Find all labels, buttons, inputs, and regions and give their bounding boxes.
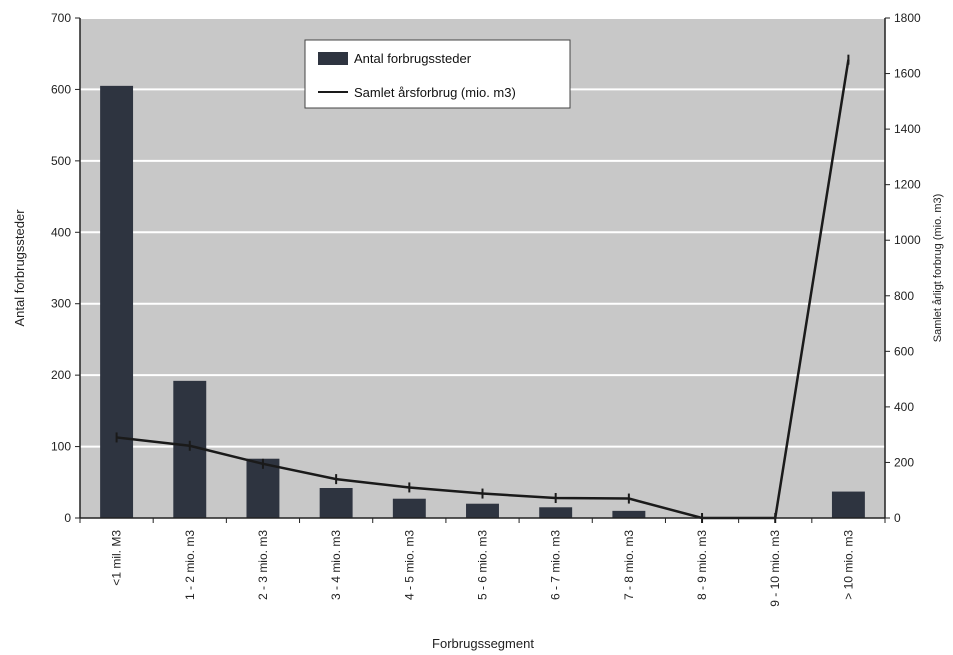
y2-tick-label: 200: [894, 455, 914, 469]
y-tick-label: 600: [51, 82, 71, 96]
x-tick-label: 7 - 8 mio. m3: [622, 530, 636, 600]
x-tick-label: 9 - 10 mio. m3: [768, 530, 782, 607]
x-tick-label: 3 - 4 mio. m3: [329, 530, 343, 600]
y2-tick-label: 1600: [894, 67, 921, 81]
legend-box: [304, 39, 571, 109]
y2-tick-label: 600: [894, 344, 914, 358]
bar-series: [100, 85, 865, 518]
legend-bar-swatch: [318, 52, 348, 65]
y2-tick-label: 1200: [894, 178, 921, 192]
y-axis-title: Antal forbrugssteder: [12, 209, 27, 327]
left-axis-ticks: 0 100 200 300 400 500 600 700: [51, 11, 71, 525]
y2-tick-label: 400: [894, 400, 914, 414]
bar-10: [831, 491, 865, 518]
x-tick-label: 4 - 5 mio. m3: [402, 530, 416, 600]
y-tick-label: 300: [51, 297, 71, 311]
y2-tick-label: 0: [894, 511, 901, 525]
y-tick-label: 500: [51, 154, 71, 168]
axes: [75, 17, 890, 523]
x-tick-label: > 10 mio. m3: [841, 530, 855, 600]
y-tick-label: 700: [51, 11, 71, 25]
x-tick-label: 6 - 7 mio. m3: [549, 530, 563, 600]
x-tick-label: 1 - 2 mio. m3: [183, 530, 197, 600]
x-tick-label: <1 mil. M3: [110, 530, 124, 586]
right-axis-ticks: 0 200 400 600 800 1000 1200 1400 1600 1800: [894, 11, 921, 525]
x-tick-label: 8 - 9 mio. m3: [695, 530, 709, 600]
y-tick-label: 200: [51, 368, 71, 382]
x-tick-label: 5 - 6 mio. m3: [476, 530, 490, 600]
y2-tick-label: 1800: [894, 11, 921, 25]
bar-0: [100, 85, 134, 518]
y-tick-label: 100: [51, 440, 71, 454]
y2-tick-label: 1000: [894, 233, 921, 247]
y2-tick-label: 1400: [894, 122, 921, 136]
legend-bar-label: Antal forbrugssteder: [354, 51, 472, 66]
bar-3: [319, 488, 353, 518]
y2-axis-title: Samlet årligt forbrug (mio. m3): [932, 194, 944, 343]
y-tick-label: 400: [51, 225, 71, 239]
bar-5: [466, 503, 499, 518]
x-axis-ticks: <1 mil. M3 1 - 2 mio. m3 2 - 3 mio. m3 3 - …: [110, 530, 856, 607]
x-axis-title: Forbrugssegment: [432, 636, 534, 651]
y2-tick-label: 800: [894, 289, 914, 303]
legend: Antal forbrugssteder Samlet årsforbrug (…: [304, 39, 571, 109]
y-tick-label: 0: [64, 511, 71, 525]
legend-line-label: Samlet årsforbrug (mio. m3): [354, 85, 516, 100]
bar-4: [392, 498, 426, 518]
bar-7: [612, 510, 646, 518]
bar-6: [539, 507, 573, 518]
x-tick-label: 2 - 3 mio. m3: [256, 530, 270, 600]
